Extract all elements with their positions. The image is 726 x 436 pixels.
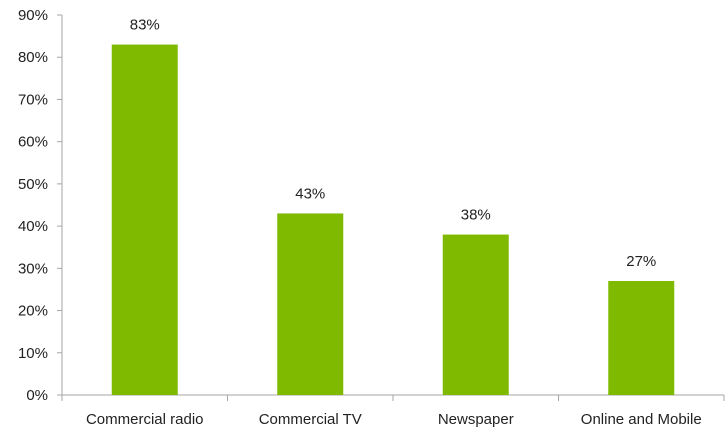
x-category-label: Newspaper	[438, 411, 514, 428]
bar	[277, 213, 344, 395]
y-tick-label: 70%	[18, 91, 48, 108]
bar	[442, 234, 509, 395]
x-category-label: Online and Mobile	[581, 411, 702, 428]
data-label: 43%	[295, 185, 325, 202]
data-label: 27%	[626, 253, 656, 270]
y-axis: 0% 10% 20% 30% 40% 50% 60% 70% 80% 90%	[18, 7, 63, 404]
x-axis: Commercial radio Commercial TV Newspaper On…	[61, 394, 725, 428]
x-category-label: Commercial TV	[259, 411, 362, 428]
y-tick-label: 80%	[18, 49, 48, 66]
y-tick-label: 50%	[18, 176, 48, 193]
y-tick-label: 60%	[18, 134, 48, 151]
x-category-label: Commercial radio	[86, 411, 204, 428]
y-tick-label: 10%	[18, 345, 48, 362]
data-labels: 83% 43% 38% 27%	[130, 17, 657, 270]
bar	[608, 281, 675, 395]
y-tick-label: 30%	[18, 260, 48, 277]
y-tick-label: 40%	[18, 218, 48, 235]
y-tick-label: 0%	[26, 387, 48, 404]
bars	[111, 44, 675, 396]
data-label: 38%	[461, 207, 491, 224]
bar	[111, 44, 178, 396]
data-label: 83%	[130, 17, 160, 34]
y-tick-label: 90%	[18, 7, 48, 24]
y-tick-label: 20%	[18, 303, 48, 320]
